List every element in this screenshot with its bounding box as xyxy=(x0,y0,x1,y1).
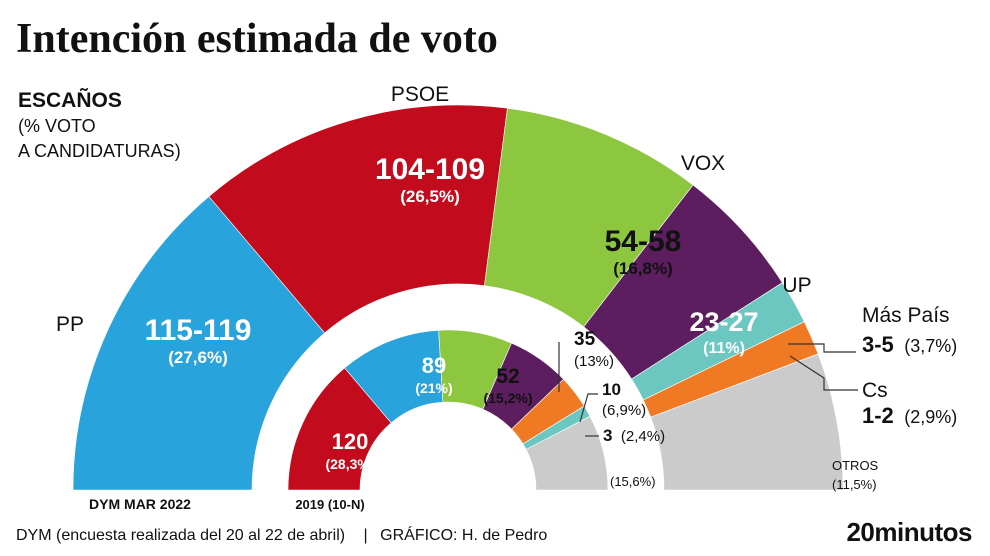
label-up-pct: (11%) xyxy=(703,340,745,357)
label-otros-pct: (11,5%) xyxy=(832,477,877,492)
leader-mas-pais xyxy=(788,343,856,353)
footer-source-text: DYM (encuesta realizada del 20 al 22 de … xyxy=(16,527,345,544)
label-vox-seats: 54-58 xyxy=(605,225,682,258)
legend-vote-line2: A CANDIDATURAS) xyxy=(18,141,181,161)
label-cs-pct: (2,9%) xyxy=(904,407,957,427)
label-mas-pais-value: 3-5 (3,7%) xyxy=(862,332,957,357)
label-2019-vox-pct: (15,2%) xyxy=(483,390,532,406)
label-2019-cs-seats: 10 xyxy=(602,380,621,399)
label-up-seats: 23-27 xyxy=(689,307,758,337)
label-2019-pp-pct: (21%) xyxy=(415,380,452,396)
label-2019-up-seats: 35 xyxy=(574,329,596,350)
label-mas-pais-seats: 3-5 xyxy=(862,332,894,357)
label-2019-psoe-seats: 120 xyxy=(332,429,369,454)
inner-segment-otros xyxy=(525,415,609,491)
label-pp-name: PP xyxy=(56,313,84,336)
leader-2019-cs xyxy=(579,393,598,423)
label-up-name: UP xyxy=(782,274,811,297)
label-2019-mas-pais-seats: 3 xyxy=(603,426,612,445)
label-pp-seats: 115-119 xyxy=(145,314,252,347)
legend-seats: ESCAÑOS xyxy=(18,89,122,112)
label-psoe-name: PSOE xyxy=(391,83,449,106)
label-2019-vox-seats: 52 xyxy=(496,365,519,388)
label-2019-up-pct: (13%) xyxy=(574,353,614,370)
inner-arc xyxy=(287,329,609,491)
label-vox-name: VOX xyxy=(681,152,725,175)
label-2019-mas-pais-pct: (2,4%) xyxy=(621,428,665,445)
outer-arc xyxy=(72,104,844,491)
leader-cs xyxy=(789,355,858,391)
footer-separator: | xyxy=(364,527,368,544)
label-2019-otros-pct: (15,6%) xyxy=(610,474,656,489)
chart-title: Intención estimada de voto xyxy=(16,16,498,62)
label-mas-pais-pct: (3,7%) xyxy=(904,336,957,356)
brand-logo: 20minutos xyxy=(846,517,972,547)
outer-segment-psoe xyxy=(208,104,508,334)
label-cs-value: 1-2 (2,9%) xyxy=(862,403,957,428)
label-2019-psoe-pct: (28,3%) xyxy=(325,456,374,472)
label-cs-seats: 1-2 xyxy=(862,403,894,428)
label-cs-name: Cs xyxy=(862,379,888,402)
label-2019-pp-seats: 89 xyxy=(422,353,446,378)
outer-segment-pp xyxy=(72,196,326,491)
footer-source: DYM (encuesta realizada del 20 al 22 de … xyxy=(16,525,547,544)
label-mas-pais-name: Más País xyxy=(862,304,950,327)
outer-segment-otros xyxy=(650,353,844,491)
label-psoe-seats: 104-109 xyxy=(375,153,485,186)
caption-outer: DYM MAR 2022 xyxy=(89,496,191,512)
legend-vote-line1: (% VOTO xyxy=(18,116,96,136)
label-2019-mas-pais-value: 3 (2,4%) xyxy=(603,426,665,445)
label-pp-pct: (27,6%) xyxy=(168,348,228,367)
label-2019-cs-pct: (6,9%) xyxy=(602,402,646,419)
label-psoe-pct: (26,5%) xyxy=(400,187,460,206)
label-vox-pct: (16,8%) xyxy=(613,259,673,278)
label-otros-name: OTROS xyxy=(832,458,879,473)
caption-inner: 2019 (10-N) xyxy=(295,497,364,512)
footer-credit: GRÁFICO: H. de Pedro xyxy=(380,525,547,544)
